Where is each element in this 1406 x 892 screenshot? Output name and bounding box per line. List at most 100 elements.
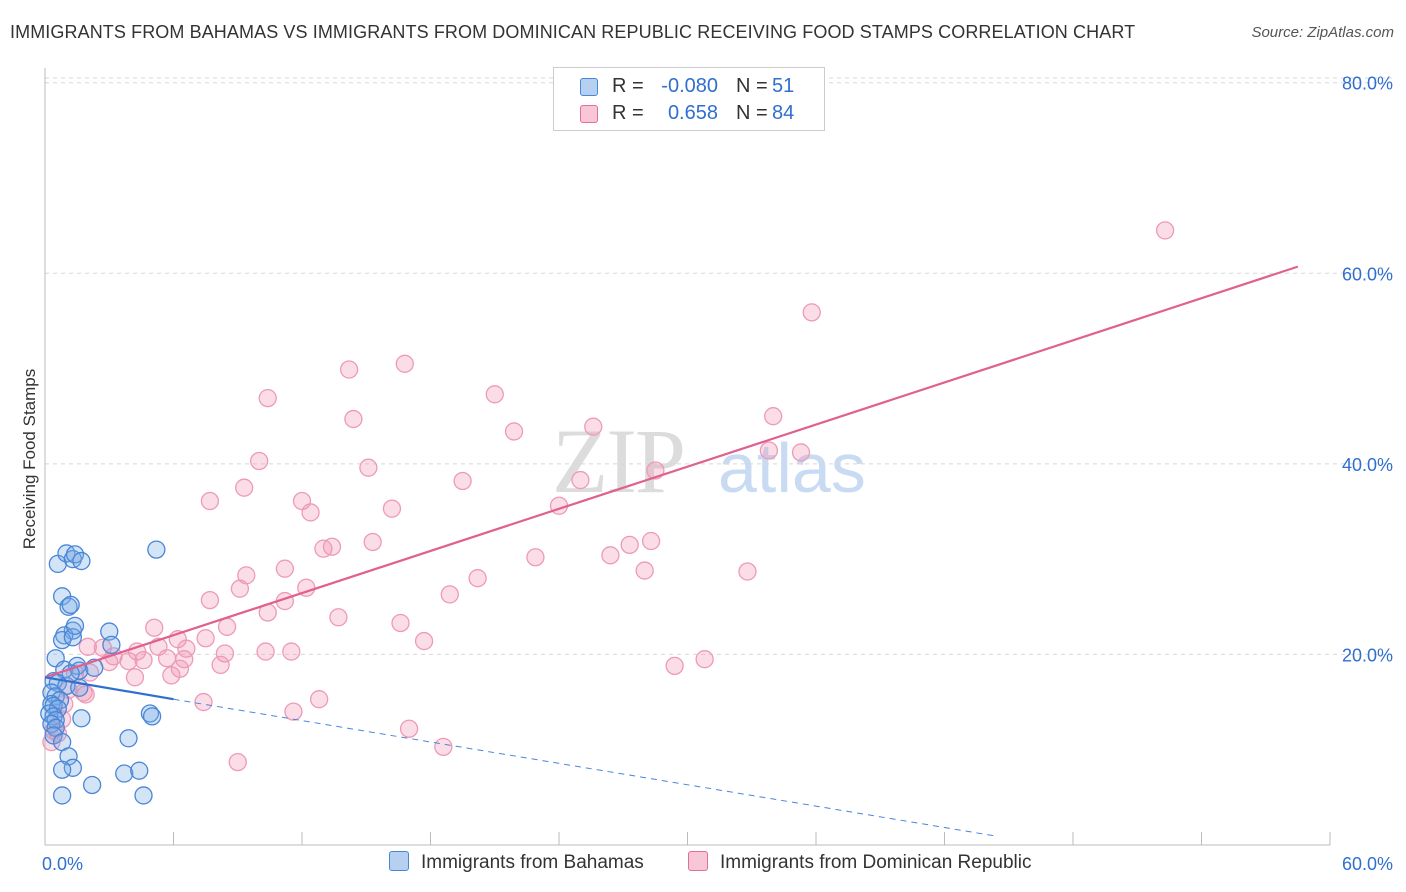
data-point-dominican: [641, 531, 661, 551]
data-point-bahamas: [52, 786, 72, 805]
data-point-bahamas: [63, 628, 82, 647]
data-point-dominican: [196, 629, 215, 648]
data-point-dominican: [309, 690, 329, 709]
series-bahamas: [40, 540, 166, 805]
tick-labels: 20.0% 40.0% 60.0% 80.0% 0.0% 60.0%: [42, 74, 1393, 874]
trend-lines: [44, 265, 1299, 837]
series-dominican-republic: [42, 221, 1175, 772]
data-point-dominican: [526, 548, 545, 567]
data-point-dominican: [284, 702, 303, 721]
dominican-swatch: [688, 851, 708, 871]
data-point-dominican: [228, 752, 247, 772]
data-point-bahamas: [82, 775, 102, 795]
data-point-dominican: [217, 617, 237, 636]
data-point-dominican: [125, 668, 145, 687]
data-point-dominican: [230, 579, 250, 598]
data-point-dominican: [665, 656, 684, 676]
data-point-dominican: [504, 422, 524, 441]
data-point-dominican: [363, 532, 382, 552]
data-point-dominican: [395, 354, 414, 373]
watermark: ZIP atlas: [552, 410, 866, 512]
y-tick-label: 80.0%: [1342, 74, 1393, 94]
data-point-dominican: [175, 650, 194, 669]
data-point-dominican: [802, 303, 821, 322]
data-point-dominican: [339, 360, 359, 379]
source-credit: Source: ZipAtlas.com: [1251, 24, 1394, 41]
data-point-dominican: [764, 407, 783, 426]
n-label: N =: [736, 75, 768, 97]
data-point-dominican: [791, 443, 811, 462]
bahamas-swatch: [580, 78, 598, 96]
y-tick-label: 40.0%: [1342, 455, 1393, 475]
data-point-dominican: [275, 559, 295, 578]
data-point-dominican: [468, 569, 487, 588]
data-point-dominican: [162, 666, 181, 685]
data-point-bahamas: [100, 622, 119, 641]
data-point-dominican: [344, 409, 363, 429]
watermark-atlas: atlas: [718, 429, 866, 507]
data-point-dominican: [399, 719, 419, 738]
legend-label-bahamas: Immigrants from Bahamas: [421, 852, 644, 873]
data-point-bahamas: [52, 760, 72, 779]
legend-label-dominican: Immigrants from Dominican Republic: [720, 852, 1032, 873]
r-value: 0.658: [667, 102, 718, 124]
watermark-zip: ZIP: [552, 410, 684, 512]
trend-line-bahamas: [44, 676, 174, 701]
chart-title: IMMIGRANTS FROM BAHAMAS VS IMMIGRANTS FR…: [10, 22, 1136, 42]
y-tick-label: 60.0%: [1342, 264, 1393, 284]
bahamas-swatch: [389, 851, 409, 871]
data-point-bahamas: [130, 761, 149, 780]
data-point-bahamas: [134, 786, 153, 805]
n-label: N =: [736, 102, 768, 124]
data-point-dominican: [42, 732, 61, 752]
data-point-bahamas: [115, 764, 134, 783]
x-tick-label: 0.0%: [42, 854, 83, 874]
data-point-bahamas: [65, 616, 85, 635]
data-point-dominican: [200, 491, 220, 511]
data-point-dominican: [145, 618, 164, 637]
data-point-dominican: [200, 590, 220, 610]
data-point-dominican: [322, 537, 342, 556]
data-point-dominican: [759, 441, 779, 460]
trend-line-bahamas-extension: [173, 698, 999, 837]
data-point-dominican: [738, 562, 757, 581]
data-point-dominican: [301, 503, 320, 522]
data-point-bahamas: [52, 630, 72, 650]
data-point-dominican: [258, 388, 277, 408]
data-point-bahamas: [65, 545, 85, 564]
data-point-dominican: [359, 458, 378, 477]
x-tick-label: 60.0%: [1342, 854, 1393, 874]
n-value: 84: [772, 102, 795, 124]
r-value: -0.080: [661, 75, 718, 97]
data-point-dominican: [134, 650, 153, 670]
data-point-bahamas: [147, 540, 166, 559]
data-point-dominican: [571, 470, 590, 490]
data-point-dominican: [78, 637, 97, 656]
legend-item-dominican: Immigrants from Dominican Republic: [688, 851, 1032, 874]
data-point-dominican: [235, 478, 254, 497]
data-point-bahamas: [119, 729, 138, 748]
data-point-dominican: [250, 451, 269, 471]
data-point-dominican: [440, 585, 459, 604]
y-tick-label: 20.0%: [1342, 645, 1393, 665]
r-label: R =: [612, 75, 644, 97]
data-point-bahamas: [72, 551, 91, 571]
data-point-dominican: [584, 417, 603, 436]
data-point-dominican: [119, 651, 138, 671]
data-point-dominican: [282, 642, 301, 661]
correlation-legend: R = -0.080 N = 51 R = 0.658 N = 84: [553, 67, 825, 131]
data-point-dominican: [256, 642, 275, 661]
data-point-bahamas: [61, 595, 80, 615]
data-point-dominican: [414, 631, 434, 651]
data-point-dominican: [76, 685, 95, 704]
data-point-dominican: [695, 650, 714, 669]
data-point-dominican: [1155, 221, 1175, 240]
data-point-dominican: [635, 561, 654, 580]
data-point-dominican: [601, 546, 620, 565]
r-label: R =: [612, 102, 644, 124]
legend-item-bahamas: Immigrants from Bahamas: [389, 851, 644, 874]
data-point-bahamas: [72, 709, 91, 728]
data-point-dominican: [211, 655, 230, 675]
data-point-dominican: [620, 535, 639, 554]
